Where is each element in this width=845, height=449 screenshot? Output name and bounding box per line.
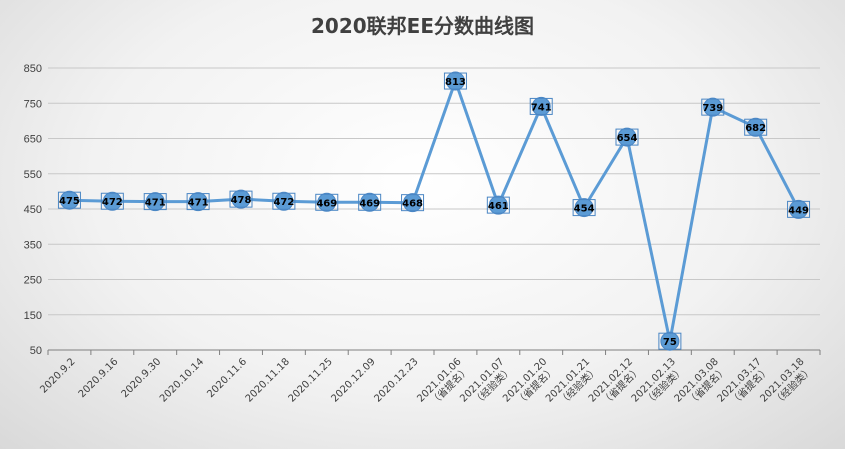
x-tick-label: 2021.01.20（省提名） — [501, 356, 558, 413]
data-label-box — [358, 193, 382, 211]
data-point — [488, 195, 508, 215]
x-tick-label: 2021.02.12（省提名） — [587, 356, 644, 413]
data-point — [660, 331, 680, 351]
x-tick-label: 2021.03.18（经验类） — [758, 356, 815, 413]
y-tick-label: 50 — [30, 345, 42, 357]
data-label: 449 — [788, 205, 809, 216]
data-label: 471 — [145, 198, 166, 209]
x-tick-label: 2021.01.21（经验类） — [544, 356, 601, 413]
data-label-box — [658, 332, 682, 350]
data-label-box — [57, 191, 81, 209]
data-label: 813 — [445, 77, 466, 88]
series-line — [69, 79, 800, 343]
data-label-box — [229, 190, 253, 208]
x-tick-label: 2020.12.23 — [372, 356, 420, 404]
data-point — [703, 97, 723, 117]
x-tick-label: 2021.01.06（省提名） — [415, 356, 472, 413]
x-tick-label: 2020.11.6 — [205, 356, 249, 400]
data-point — [574, 198, 594, 218]
data-label-box — [486, 196, 510, 214]
data-label: 475 — [59, 196, 80, 207]
data-point — [231, 189, 251, 209]
y-tick-label: 650 — [24, 134, 42, 146]
data-label-box — [701, 98, 725, 116]
data-point — [789, 199, 809, 219]
x-tick-label: 2021.02.13（经验类） — [630, 356, 687, 413]
data-label: 741 — [531, 102, 552, 113]
x-tick-label: 2021.01.07（经验类） — [458, 356, 515, 413]
data-label-box — [315, 193, 339, 211]
data-label: 469 — [316, 198, 337, 209]
data-point — [145, 192, 165, 212]
data-label: 471 — [188, 198, 209, 209]
x-tick-label: 2020.9.16 — [77, 356, 121, 400]
x-tick-label: 2020.12.09 — [330, 356, 378, 404]
data-label-box — [787, 200, 811, 218]
y-tick-label: 250 — [24, 275, 42, 287]
data-point — [317, 192, 337, 212]
y-tick-label: 350 — [24, 239, 42, 251]
y-tick-label: 150 — [24, 310, 42, 322]
y-tick-label: 550 — [24, 169, 42, 181]
data-point — [274, 191, 294, 211]
x-tick-label: 2021.03.17（省提名） — [716, 356, 773, 413]
data-label-box — [615, 128, 639, 146]
y-tick-label: 450 — [24, 204, 42, 216]
x-tick-label: 2020.9.2 — [38, 356, 77, 395]
data-label: 461 — [488, 201, 509, 212]
data-label: 478 — [231, 195, 252, 206]
data-label: 75 — [663, 337, 677, 348]
x-tick-label: 2020.11.18 — [244, 356, 292, 404]
data-point — [403, 193, 423, 213]
data-point — [102, 191, 122, 211]
data-label: 682 — [745, 123, 766, 134]
data-label: 654 — [617, 133, 638, 144]
data-label-box — [443, 72, 467, 90]
x-tick-label: 2020.10.14 — [158, 356, 206, 404]
x-tick-label: 2020.9.30 — [120, 356, 164, 400]
y-tick-label: 750 — [24, 98, 42, 110]
data-label: 469 — [359, 198, 380, 209]
data-point — [59, 190, 79, 210]
data-point — [360, 192, 380, 212]
data-label-box — [744, 118, 768, 136]
data-label-box — [186, 193, 210, 211]
data-label-box — [100, 192, 124, 210]
x-tick-label: 2020.11.25 — [287, 356, 335, 404]
data-label-box — [572, 199, 596, 217]
data-point — [188, 192, 208, 212]
x-tick-label: 2021.03.08（省提名） — [673, 356, 730, 413]
data-label-box — [401, 194, 425, 212]
data-point — [445, 71, 465, 91]
data-label-box — [529, 97, 553, 115]
data-label: 739 — [702, 103, 723, 114]
chart-title: 2020联邦EE分数曲线图 — [311, 14, 534, 38]
data-label: 472 — [102, 197, 123, 208]
data-label: 468 — [402, 199, 423, 210]
data-point — [531, 96, 551, 116]
data-label: 472 — [273, 197, 294, 208]
data-point — [746, 117, 766, 137]
data-point — [617, 127, 637, 147]
y-tick-label: 850 — [24, 63, 42, 75]
data-label-box — [143, 193, 167, 211]
data-label-box — [272, 192, 296, 210]
data-label: 454 — [574, 204, 595, 215]
